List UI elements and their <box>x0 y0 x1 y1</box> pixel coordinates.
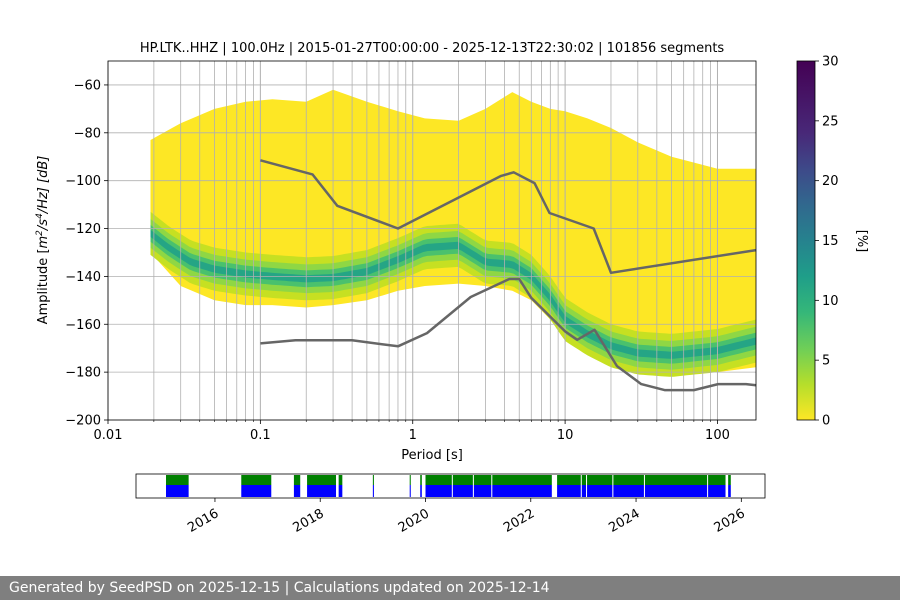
y-tick-label: −200 <box>65 414 101 429</box>
x-tick-label: 0.1 <box>250 428 271 443</box>
timeline-segment-bottom <box>307 485 337 497</box>
timeline-tick-label: 2026 <box>712 506 748 536</box>
timeline-segment-top <box>241 475 272 485</box>
timeline-segment-top <box>409 475 411 485</box>
psd-axes: 0.01 0.1 1 10 100 −200 −180 −160 −140 −120 −100 −80… <box>65 60 757 443</box>
timeline-segment-bottom <box>420 485 422 497</box>
footer-bar: Generated by SeedPSD on 2025-12-15 | Cal… <box>0 576 900 600</box>
y-axis-label: Amplitude [m2/s4/Hz] [dB] <box>35 156 51 325</box>
timeline-segment-top <box>728 475 731 485</box>
timeline-gap <box>707 475 709 497</box>
psd-plot: HP.LTK..HHZ | 100.0Hz | 2015-01-27T00:00… <box>35 41 757 463</box>
timeline-segment-top <box>166 475 189 485</box>
timeline-tick-label: 2016 <box>185 506 221 536</box>
timeline-gap <box>451 475 453 497</box>
x-tick-label: 1 <box>409 428 417 443</box>
timeline-gap <box>586 475 588 497</box>
timeline-segment-top <box>420 475 422 485</box>
timeline-segment-bottom <box>241 485 272 497</box>
colorbar-tick-label: 5 <box>822 354 830 369</box>
timeline-segment-bottom <box>425 485 552 497</box>
y-tick-label: −100 <box>65 174 101 189</box>
psd-heatmap-layer <box>108 61 756 420</box>
colorbar-tick-label: 20 <box>822 174 839 189</box>
mode-band-mid <box>150 219 756 370</box>
timeline-ticks: 2016 2018 2020 2022 2024 2026 <box>185 498 748 536</box>
colorbar-label: [%] <box>854 230 869 253</box>
x-axis-label: Period [s] <box>401 448 463 463</box>
noise-curve-nhnm <box>260 159 757 275</box>
timeline-segment-bottom <box>409 485 411 497</box>
timeline-segment-bottom <box>557 485 726 497</box>
timeline-tick-label: 2022 <box>501 506 537 536</box>
timeline-tick-label: 2020 <box>396 506 432 536</box>
y-tick-label: −140 <box>65 270 101 285</box>
colorbar-tick-label: 15 <box>822 234 839 249</box>
y-tick-label: −160 <box>65 318 101 333</box>
colorbar: 0 5 10 15 20 25 30 [%] <box>796 55 869 429</box>
timeline-segment-bottom <box>338 485 343 497</box>
x-tick-label: 10 <box>557 428 574 443</box>
footer-text: Generated by SeedPSD on 2025-12-15 | Cal… <box>9 580 550 596</box>
timeline-segment-top <box>293 475 301 485</box>
timeline-segment-top <box>372 475 374 485</box>
timeline-gap <box>612 475 614 497</box>
colorbar-tick-label: 30 <box>822 55 839 70</box>
plot-frame <box>107 60 757 421</box>
timeline-gap <box>491 475 493 497</box>
y-tick-label: −80 <box>74 126 101 141</box>
y-tick-label: −120 <box>65 222 101 237</box>
timeline-segment-bottom <box>728 485 731 497</box>
noise-model-curves <box>260 159 757 392</box>
timeline-gap <box>580 475 582 497</box>
noise-curve-nlnm <box>260 277 757 392</box>
timeline-segment-bottom <box>166 485 189 497</box>
timeline-gap <box>643 475 645 497</box>
timeline-gap <box>472 475 474 497</box>
colorbar-ticks: 0 5 10 15 20 25 30 <box>815 55 839 429</box>
y-tick-label: −180 <box>65 366 101 381</box>
timeline-tick-label: 2024 <box>606 506 642 536</box>
colorbar-tick-label: 0 <box>822 414 830 429</box>
colorbar-tick-label: 25 <box>822 114 839 129</box>
timeline-segment-top <box>338 475 343 485</box>
y-tick-label: −60 <box>74 78 101 93</box>
timeline-tick-label: 2018 <box>291 506 327 536</box>
timeline-segment-top <box>425 475 552 485</box>
timeline-segment-bottom <box>372 485 374 497</box>
colorbar-gradient <box>796 60 816 421</box>
chart-title: HP.LTK..HHZ | 100.0Hz | 2015-01-27T00:00… <box>140 41 725 56</box>
psd-grid <box>107 61 756 421</box>
timeline-segment-top <box>557 475 726 485</box>
x-tick-label: 0.01 <box>94 428 123 443</box>
timeline-segment-bottom <box>293 485 301 497</box>
timeline-segments <box>166 475 731 497</box>
timeline-segment-top <box>307 475 337 485</box>
x-tick-label: 100 <box>705 428 730 443</box>
data-availability-timeline: 2016 2018 2020 2022 2024 2026 <box>135 473 766 536</box>
colorbar-tick-label: 10 <box>822 294 839 309</box>
